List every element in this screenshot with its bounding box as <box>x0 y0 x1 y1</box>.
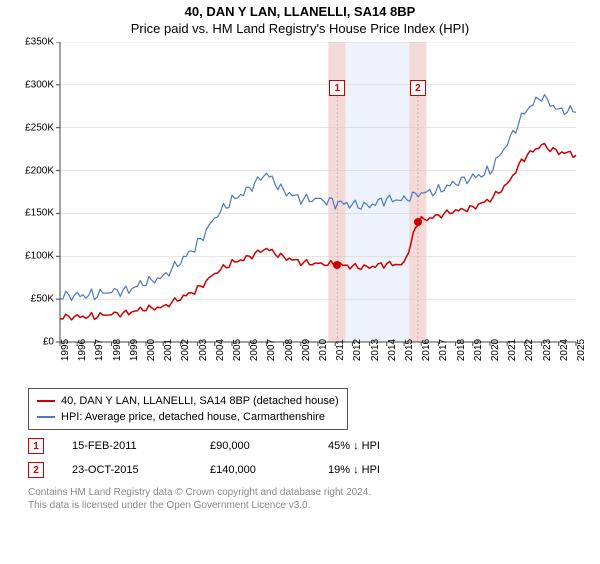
event-delta: 45% ↓ HPI <box>328 440 380 452</box>
footer-line-1: Contains HM Land Registry data © Crown c… <box>28 486 600 499</box>
chart-svg <box>20 42 580 380</box>
event-date: 23-OCT-2015 <box>72 464 182 476</box>
chart-subtitle: Price paid vs. HM Land Registry's House … <box>0 21 600 36</box>
event-row-marker: 2 <box>28 462 44 478</box>
event-row-2: 2 23-OCT-2015 £140,000 19% ↓ HPI <box>28 462 568 478</box>
events-box: 1 15-FEB-2011 £90,000 45% ↓ HPI 2 23-OCT-2015… <box>28 438 568 478</box>
legend-row: HPI: Average price, detached house, Carm… <box>37 409 339 425</box>
legend-swatch <box>37 416 55 418</box>
event-delta: 19% ↓ HPI <box>328 464 380 476</box>
legend-row: 40, DAN Y LAN, LLANELLI, SA14 8BP (detac… <box>37 393 339 409</box>
event-price: £90,000 <box>210 440 300 452</box>
event-row-1: 1 15-FEB-2011 £90,000 45% ↓ HPI <box>28 438 568 454</box>
legend-label: 40, DAN Y LAN, LLANELLI, SA14 8BP (detac… <box>61 395 339 407</box>
event-date: 15-FEB-2011 <box>72 440 182 452</box>
legend-label: HPI: Average price, detached house, Carm… <box>61 411 325 423</box>
legend-box: 40, DAN Y LAN, LLANELLI, SA14 8BP (detac… <box>28 388 348 430</box>
event-row-marker: 1 <box>28 438 44 454</box>
event-price: £140,000 <box>210 464 300 476</box>
chart-area: £0£50K£100K£150K£200K£250K£300K£350K1995… <box>20 42 580 380</box>
footer: Contains HM Land Registry data © Crown c… <box>28 486 600 512</box>
legend-block: 40, DAN Y LAN, LLANELLI, SA14 8BP (detac… <box>28 388 568 478</box>
legend-swatch <box>37 400 55 402</box>
footer-line-2: This data is licensed under the Open Gov… <box>28 499 600 512</box>
chart-title: 40, DAN Y LAN, LLANELLI, SA14 8BP <box>0 4 600 19</box>
